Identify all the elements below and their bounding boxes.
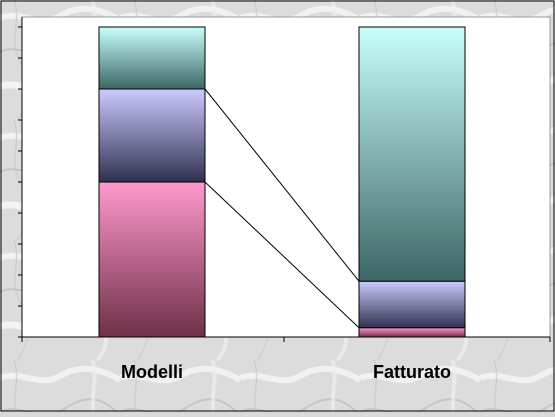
bar-segment-modelli-2 [98, 26, 206, 90]
bar-segment-modelli-0 [98, 181, 206, 338]
bar-segment-modelli-1 [98, 88, 206, 183]
bar-segment-fatturato-2 [358, 26, 466, 282]
bar-segment-fatturato-0 [358, 327, 466, 338]
series-connector-line [204, 88, 360, 282]
series-connector-line [204, 181, 360, 329]
x-category-label: Modelli [121, 362, 183, 382]
x-category-label: Fatturato [373, 362, 451, 382]
bar-segment-fatturato-1 [358, 280, 466, 329]
